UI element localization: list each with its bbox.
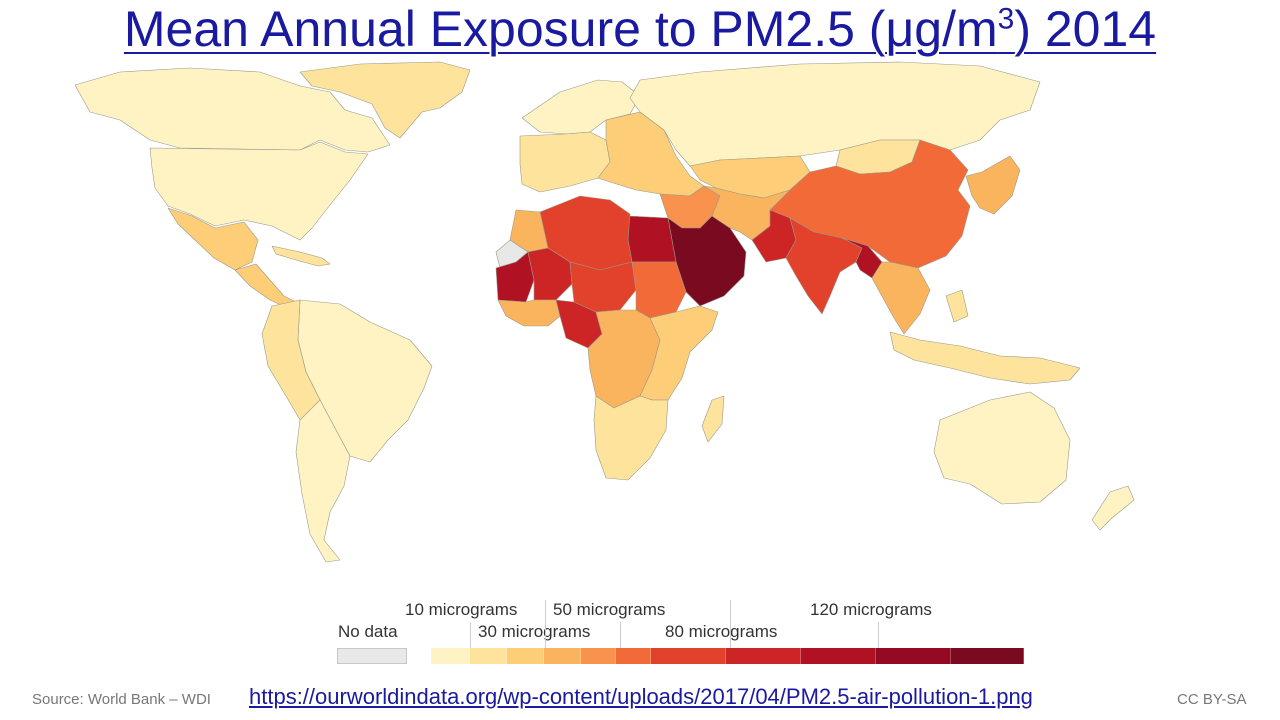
map-region-egypt	[627, 215, 677, 263]
map-region-northern-europe	[521, 79, 641, 135]
legend-swatch	[801, 648, 876, 664]
legend-swatch	[616, 648, 651, 664]
legend-swatch	[581, 648, 616, 664]
map-region-sudan	[631, 261, 687, 319]
source-url-link[interactable]: https://ourworldindata.org/wp-content/up…	[249, 684, 1033, 709]
legend-swatch	[726, 648, 801, 664]
map-region-united-states	[149, 141, 369, 241]
map-region-bangladesh	[841, 237, 883, 279]
source-note: Source: World Bank – WDI	[32, 691, 211, 708]
title-suffix: ) 2014	[1014, 1, 1157, 57]
legend-swatch	[470, 648, 507, 664]
legend-label-120: 120 micrograms	[810, 600, 932, 619]
map-region-korea-japan	[965, 155, 1021, 215]
legend-swatch	[951, 648, 1024, 664]
map-region-southern-cone	[295, 399, 351, 563]
legend-color-scale	[431, 648, 1024, 664]
legend-tick-80	[730, 600, 731, 648]
legend-tick-120	[878, 622, 879, 648]
map-region-australia	[933, 391, 1071, 505]
legend-swatch	[876, 648, 951, 664]
legend-tick-30	[545, 600, 546, 648]
legend-label-30: 30 micrograms	[478, 622, 591, 641]
page-title: Mean Annual Exposure to PM2.5 (μg/m3) 20…	[0, 2, 1280, 56]
map-region-caribbean	[271, 245, 331, 267]
map-region-greenland	[299, 61, 471, 139]
legend-label-10: 10 micrograms	[405, 600, 518, 619]
legend-label-80: 80 micrograms	[665, 622, 778, 641]
legend-no-data-swatch	[337, 648, 407, 664]
map-region-southeast-asia	[871, 261, 931, 335]
map-region-western-europe	[519, 131, 611, 193]
map-region-mexico	[167, 207, 259, 271]
map-region-indonesia	[889, 289, 1081, 385]
map-region-southern-africa	[593, 395, 669, 481]
legend-swatch	[507, 648, 544, 664]
map-region-central-america	[234, 263, 297, 309]
license-note: CC BY-SA	[1177, 691, 1247, 708]
map-region-canada	[74, 67, 391, 153]
map-region-new-zealand	[1091, 485, 1135, 531]
map-region-west-africa	[497, 299, 561, 327]
legend-no-data-label: No data	[338, 622, 398, 641]
legend-swatch	[651, 648, 726, 664]
map-region-russia	[629, 61, 1041, 167]
legend-label-50: 50 micrograms	[553, 600, 666, 619]
legend-swatch	[544, 648, 581, 664]
map-region-sahel	[527, 247, 573, 301]
title-text: Mean Annual Exposure to PM2.5 (μg/m	[123, 1, 998, 57]
legend-tick-50	[620, 622, 621, 648]
map-region-east-africa	[639, 305, 719, 401]
map-region-madagascar	[701, 395, 725, 443]
title-superscript: 3	[997, 2, 1015, 36]
legend-tick-10	[470, 622, 471, 648]
legend-swatch	[431, 648, 470, 664]
